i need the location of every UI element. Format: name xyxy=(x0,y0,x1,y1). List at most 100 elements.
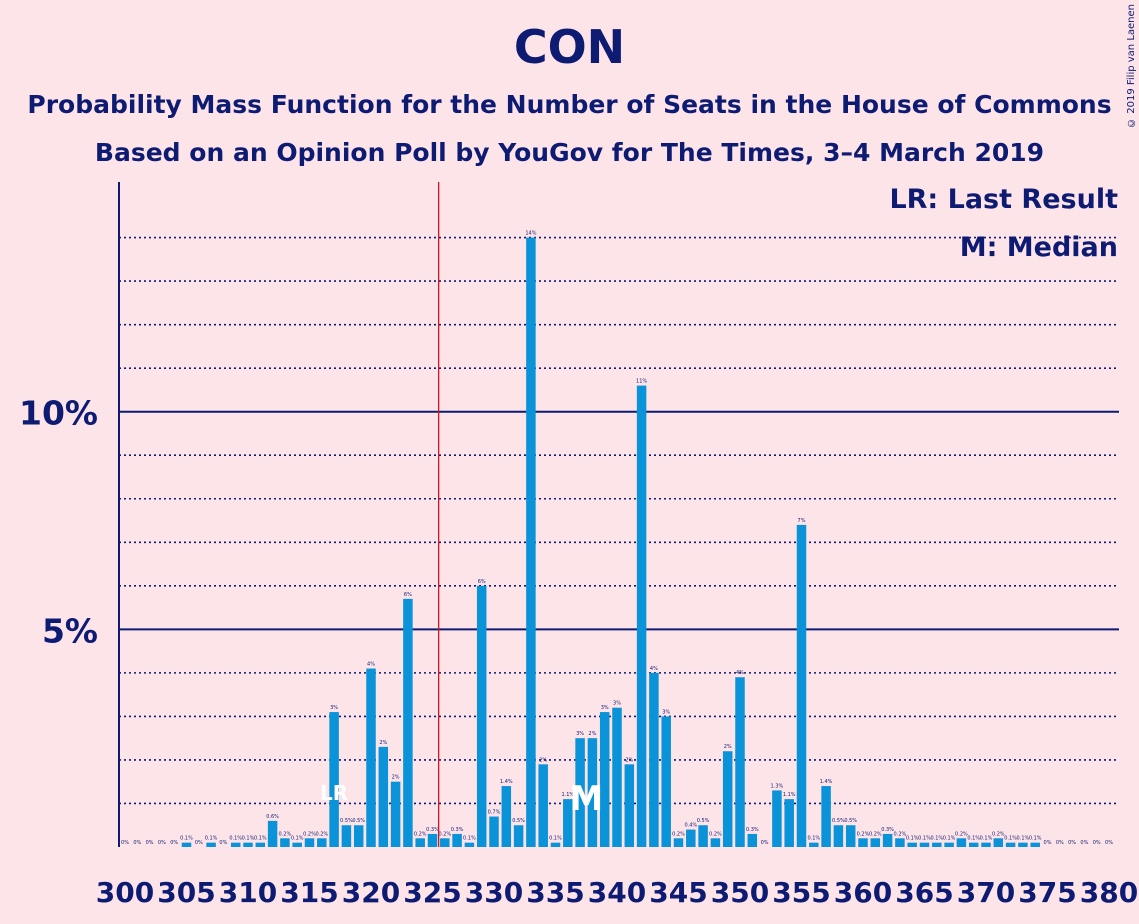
x-tick-label: 305 xyxy=(157,876,215,909)
bar-seat-359 xyxy=(845,825,856,847)
bar-value-label: 0.2% xyxy=(857,831,870,837)
bar-seat-307 xyxy=(206,842,216,847)
bar-seat-357 xyxy=(821,786,831,847)
bar-value-label: 3% xyxy=(330,705,338,711)
bar-seat-354 xyxy=(784,799,794,847)
bar-value-label: 0.2% xyxy=(315,831,328,837)
bar-value-label: 0.1% xyxy=(1004,836,1017,842)
bar-seat-341 xyxy=(624,764,635,847)
bar-value-label: 0% xyxy=(761,840,769,846)
bar-seat-356 xyxy=(809,842,819,847)
bar-value-label: 0.1% xyxy=(918,836,931,842)
bar-value-label: 0.1% xyxy=(291,836,304,842)
bar-value-label: 0.5% xyxy=(697,818,710,824)
bar-seat-305 xyxy=(181,842,192,847)
bar-seat-347 xyxy=(698,825,708,847)
bar-value-label: 0.1% xyxy=(549,836,562,842)
bar-seat-360 xyxy=(858,838,868,847)
bar-value-label: 0.5% xyxy=(340,818,353,824)
bar-seat-370 xyxy=(981,842,991,847)
bar-seat-320 xyxy=(366,668,376,847)
bar-value-label: 0.5% xyxy=(512,818,525,824)
x-tick-label: 310 xyxy=(219,876,277,909)
bar-seat-366 xyxy=(932,842,942,847)
x-tick-label: 360 xyxy=(834,876,892,909)
bar-value-label: 0.1% xyxy=(807,836,820,842)
x-tick-label: 340 xyxy=(588,876,646,909)
bar-seat-313 xyxy=(280,838,290,847)
bar-seat-325 xyxy=(427,833,438,847)
last-result-marker: LR xyxy=(320,781,348,805)
bar-seat-335 xyxy=(550,842,561,847)
bar-seat-318 xyxy=(341,825,352,847)
bar-seat-369 xyxy=(968,842,979,847)
x-tick-label: 335 xyxy=(526,876,584,909)
y-tick-label: 5% xyxy=(42,611,98,650)
bar-seat-364 xyxy=(907,842,917,847)
bar-value-label: 0% xyxy=(170,840,178,846)
bar-value-label: 2% xyxy=(625,757,633,763)
bar-seat-311 xyxy=(255,842,266,847)
bar-value-label: 0.2% xyxy=(955,831,968,837)
bar-value-label: 2% xyxy=(379,740,387,746)
bar-seat-332 xyxy=(513,825,524,847)
median-marker: M xyxy=(569,779,603,819)
bar-value-label: 3% xyxy=(613,701,621,707)
bar-value-label: 0.1% xyxy=(463,836,476,842)
bar-value-label: 0.1% xyxy=(967,836,980,842)
bar-value-label: 1.1% xyxy=(561,792,574,798)
bar-value-label: 0% xyxy=(133,840,141,846)
bar-value-label: 0.6% xyxy=(266,814,279,820)
bar-seat-317 xyxy=(329,712,339,847)
bar-value-label: 0.2% xyxy=(303,831,316,837)
x-tick-label: 325 xyxy=(403,876,461,909)
bar-value-label: 0.1% xyxy=(242,836,255,842)
chart-subtitle-1: Probability Mass Function for the Number… xyxy=(27,90,1112,119)
x-tick-label: 345 xyxy=(649,876,707,909)
bar-value-label: 3% xyxy=(576,731,584,737)
bar-value-label: 0.1% xyxy=(930,836,943,842)
bar-seat-351 xyxy=(747,833,758,847)
bar-value-label: 0.1% xyxy=(254,836,267,842)
bar-value-label: 2% xyxy=(724,744,732,750)
bar-value-label: 0% xyxy=(158,840,166,846)
bar-seat-331 xyxy=(501,786,512,847)
bar-seat-328 xyxy=(464,842,475,847)
bar-value-label: 1.4% xyxy=(500,779,513,785)
bar-value-label: 0.5% xyxy=(352,818,365,824)
bar-seat-368 xyxy=(956,838,967,847)
bar-value-label: 0% xyxy=(1068,840,1076,846)
x-tick-label: 365 xyxy=(895,876,953,909)
bar-value-label: 2% xyxy=(392,775,400,781)
bar-seat-321 xyxy=(378,746,389,847)
bar-value-label: 1.3% xyxy=(771,783,784,789)
bar-seat-309 xyxy=(230,842,241,847)
bar-value-label: 0% xyxy=(195,840,203,846)
bar-value-label: 7% xyxy=(798,518,806,524)
bar-seat-324 xyxy=(415,838,425,847)
bar-seat-336 xyxy=(563,799,573,847)
bar-value-label: 4% xyxy=(367,662,375,668)
bar-seat-329 xyxy=(476,585,487,847)
bar-value-label: 0.1% xyxy=(1017,836,1030,842)
bar-seat-353 xyxy=(772,790,782,847)
bar-value-label: 6% xyxy=(404,592,412,598)
bar-seat-358 xyxy=(833,825,844,847)
bar-value-label: 0.3% xyxy=(451,827,464,833)
bar-value-label: 0.5% xyxy=(844,818,857,824)
bar-value-label: 0% xyxy=(1093,840,1101,846)
bar-seat-337 xyxy=(575,738,585,847)
bar-seat-355 xyxy=(796,524,807,847)
bar-seat-316 xyxy=(317,838,327,847)
bar-seat-327 xyxy=(452,833,462,847)
bar-seat-333 xyxy=(526,237,536,847)
bar-value-label: 1.1% xyxy=(783,792,796,798)
bar-value-label: 0.1% xyxy=(180,836,193,842)
chart-title: CON xyxy=(513,20,626,74)
bar-value-label: 0.1% xyxy=(980,836,993,842)
bar-value-label: 0.3% xyxy=(881,827,894,833)
x-tick-label: 350 xyxy=(711,876,769,909)
bar-seat-373 xyxy=(1018,842,1028,847)
bar-seat-314 xyxy=(292,842,302,847)
bar-seat-361 xyxy=(870,838,881,847)
